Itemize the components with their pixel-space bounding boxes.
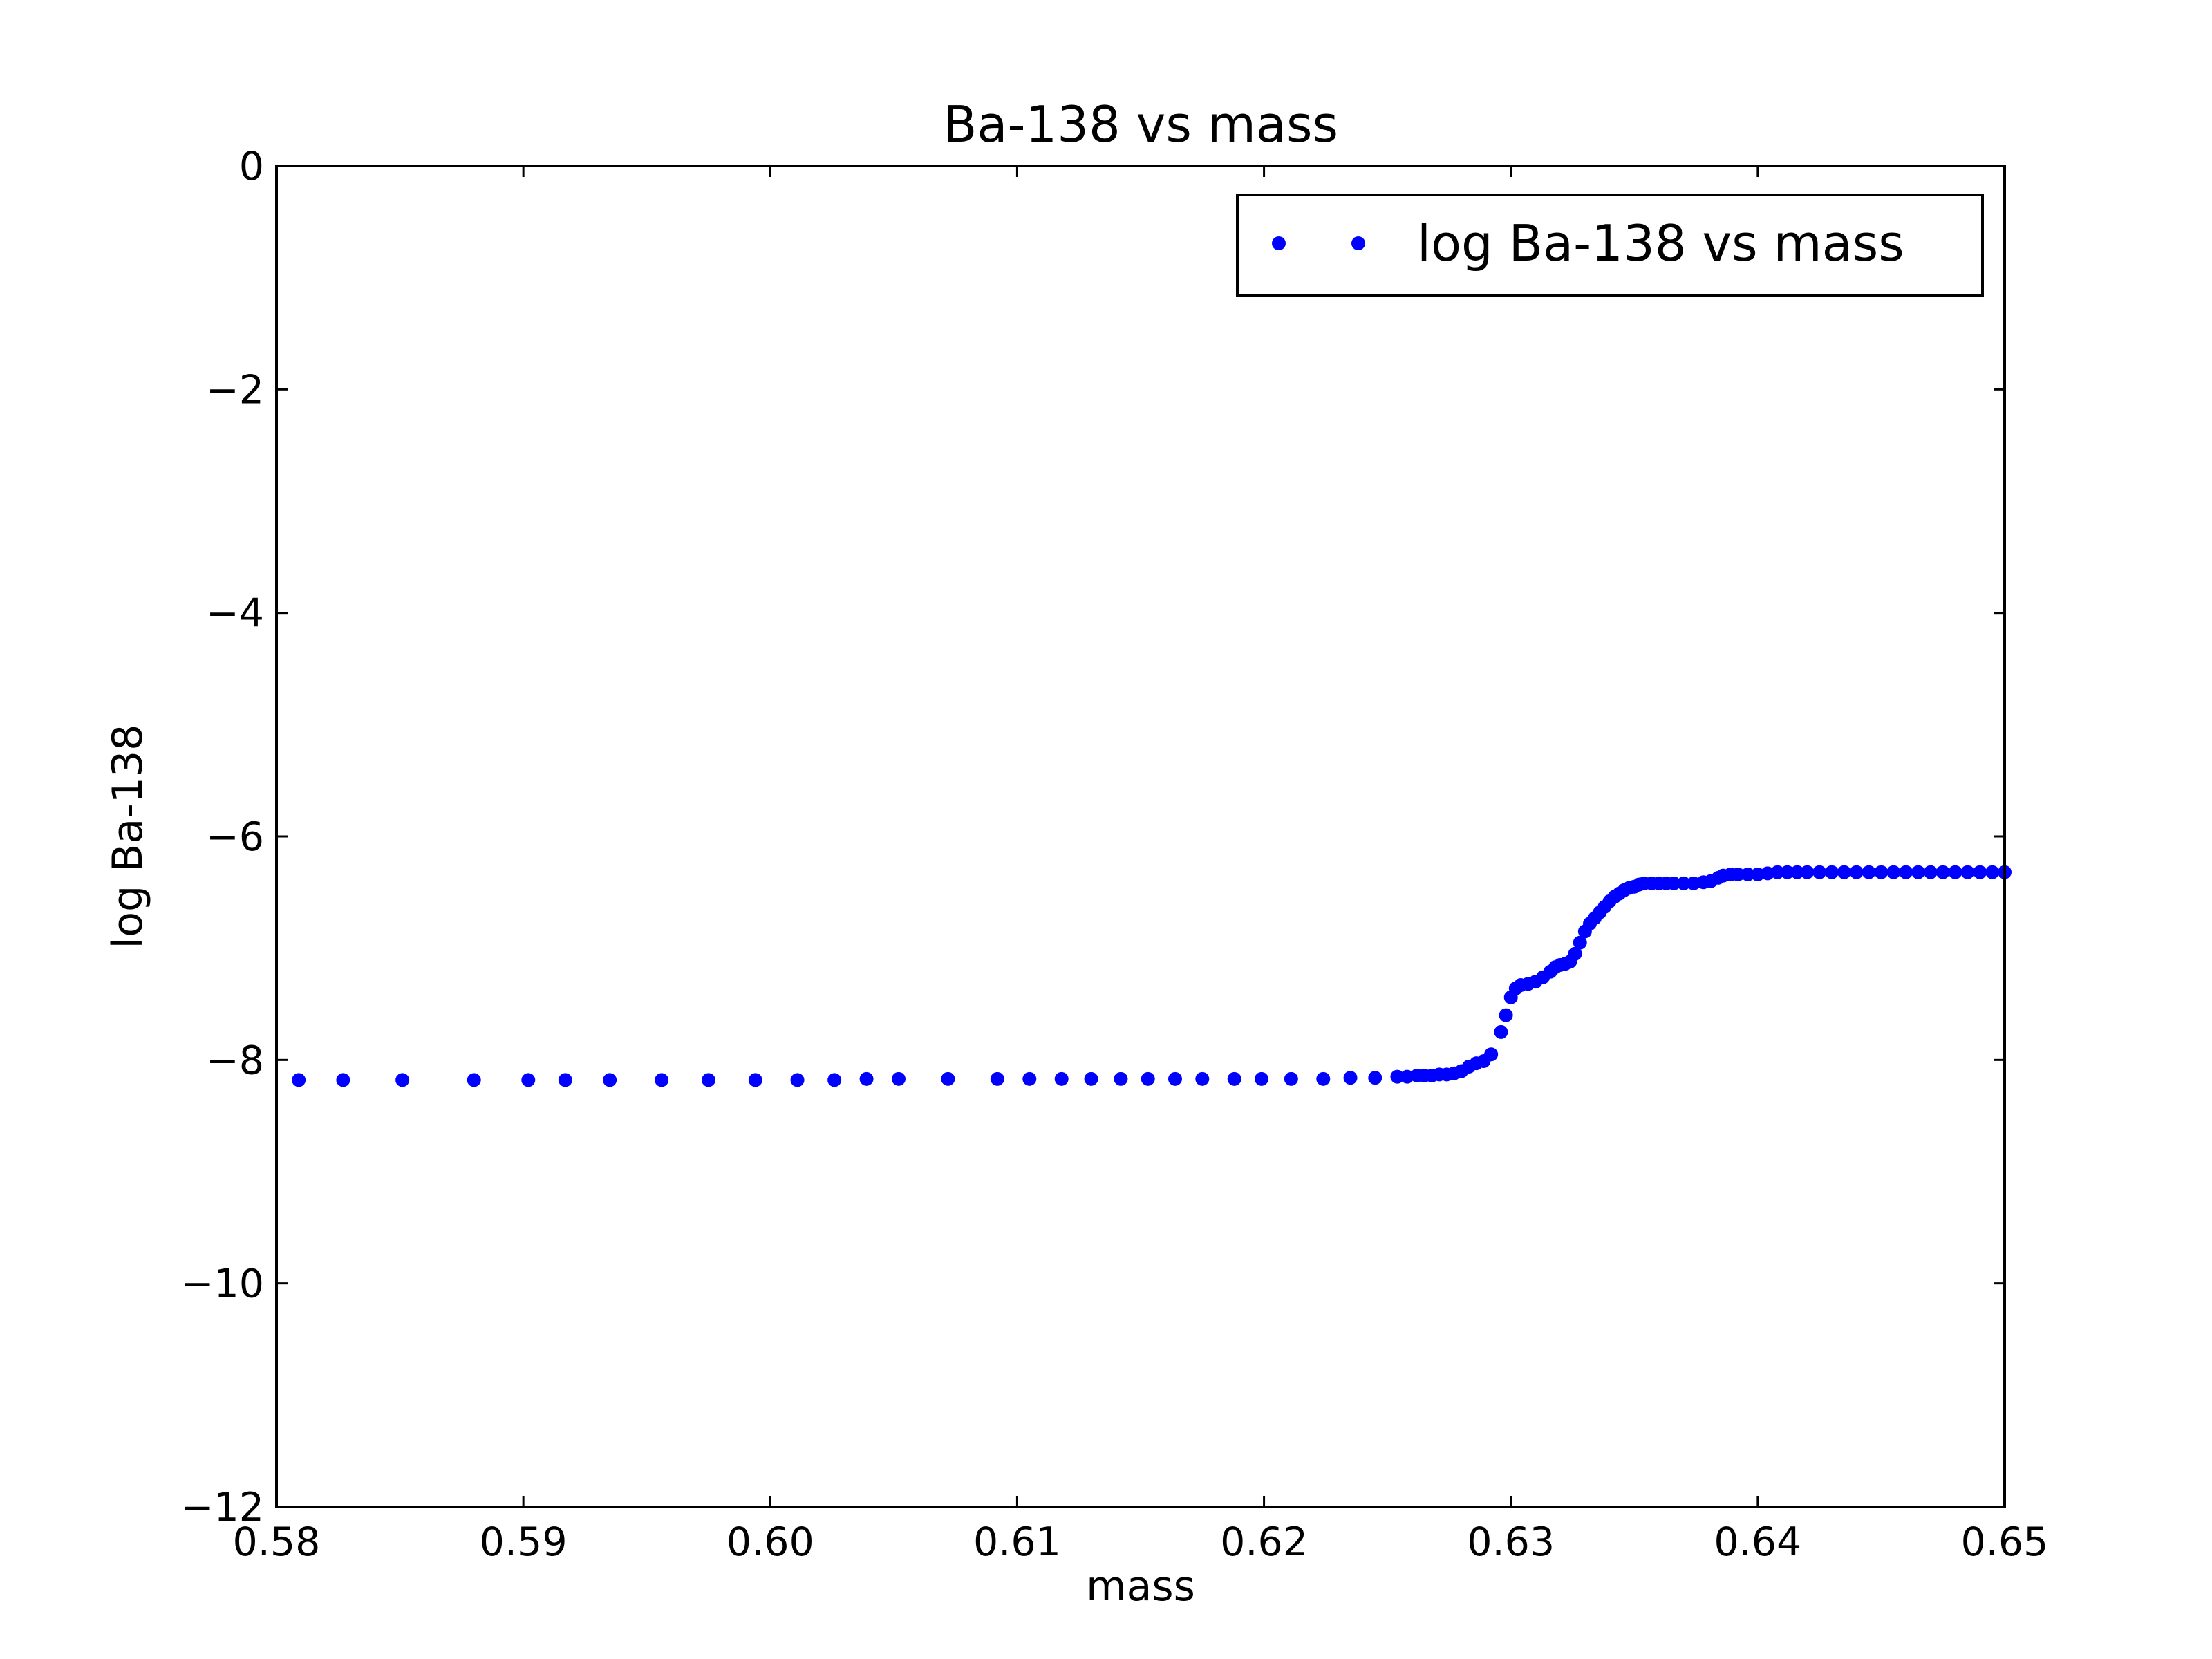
data-point <box>1390 1069 1405 1084</box>
data-point <box>1837 865 1851 879</box>
data-point <box>990 1071 1004 1086</box>
data-point <box>1114 1071 1128 1086</box>
data-point <box>292 1073 306 1087</box>
data-point <box>1343 1071 1358 1085</box>
data-point <box>1054 1071 1069 1086</box>
legend: log Ba-138 vs mass <box>1236 194 1984 297</box>
x-tick-label: 0.62 <box>1220 1519 1308 1565</box>
data-point <box>1168 1071 1182 1086</box>
data-point <box>655 1073 669 1087</box>
data-point <box>521 1073 536 1087</box>
data-point <box>859 1071 874 1086</box>
data-point <box>1770 865 1785 879</box>
y-axis-label: log Ba-138 <box>104 724 152 949</box>
data-points <box>292 865 2012 1087</box>
data-point <box>1973 865 1987 879</box>
data-point <box>1790 865 1804 879</box>
data-point <box>603 1073 617 1087</box>
data-point <box>702 1073 715 1087</box>
legend-label: log Ba-138 vs mass <box>1417 214 1904 272</box>
data-point <box>1084 1071 1098 1086</box>
y-tick-label: −2 <box>206 367 264 413</box>
plot-area <box>276 166 2005 1507</box>
data-point <box>1741 867 1755 881</box>
y-tick-label: −12 <box>181 1485 264 1530</box>
x-tick-label: 0.59 <box>480 1519 568 1565</box>
legend-marker <box>1272 236 1286 250</box>
data-point <box>1499 1008 1513 1022</box>
data-point <box>1780 865 1794 879</box>
data-point <box>1316 1071 1331 1086</box>
data-point <box>1862 865 1876 879</box>
data-point <box>1676 876 1691 890</box>
data-point <box>1886 865 1901 879</box>
y-tick-label: −4 <box>206 591 264 637</box>
data-point <box>1022 1071 1037 1086</box>
data-point <box>827 1073 842 1087</box>
x-tick-label: 0.61 <box>973 1519 1061 1565</box>
data-point <box>558 1073 572 1087</box>
data-point <box>1255 1071 1268 1086</box>
data-point <box>1960 865 1975 879</box>
data-point <box>892 1071 906 1086</box>
data-point <box>1568 946 1582 961</box>
x-tick-labels: 0.58 0.59 0.60 0.61 0.62 0.63 0.64 0.65 <box>233 1519 2049 1565</box>
data-point <box>1494 1024 1508 1039</box>
y-tick-label: −6 <box>206 814 264 860</box>
data-point <box>1948 865 1962 879</box>
data-point <box>1899 865 1913 879</box>
data-point <box>1573 935 1587 950</box>
data-point <box>336 1073 350 1087</box>
x-tick-label: 0.58 <box>233 1519 321 1565</box>
data-point <box>1368 1071 1382 1085</box>
x-axis-label: mass <box>1086 1562 1195 1611</box>
data-point <box>1195 1071 1210 1086</box>
data-point <box>1227 1071 1241 1086</box>
data-point <box>395 1073 410 1087</box>
data-point <box>1800 865 1815 879</box>
data-point <box>1874 865 1888 879</box>
chart-title: Ba-138 vs mass <box>943 95 1338 153</box>
data-point <box>1141 1071 1155 1086</box>
x-tick-label: 0.65 <box>1961 1519 2049 1565</box>
plot-frame <box>275 165 2006 1508</box>
x-tick-label: 0.63 <box>1467 1519 1555 1565</box>
data-point <box>1484 1047 1499 1062</box>
data-point <box>1849 865 1864 879</box>
data-point <box>1911 865 1925 879</box>
y-tick-label: −8 <box>206 1038 264 1083</box>
data-point <box>941 1071 955 1086</box>
y-tick-label: 0 <box>239 144 264 189</box>
data-point <box>1936 865 1950 879</box>
data-point <box>1985 865 2000 879</box>
data-point <box>748 1073 762 1087</box>
data-point <box>1284 1071 1298 1086</box>
x-tick-label: 0.60 <box>727 1519 814 1565</box>
data-point <box>1825 865 1839 879</box>
y-tick-label: −10 <box>181 1262 264 1307</box>
data-point <box>790 1073 805 1087</box>
legend-marker <box>1351 236 1365 250</box>
data-point <box>1667 876 1681 890</box>
data-point <box>467 1073 481 1087</box>
data-point <box>1731 867 1745 881</box>
y-tick-labels: 0 −2 −4 −6 −8 −10 −12 <box>181 144 264 1530</box>
data-point <box>1812 865 1827 879</box>
x-tick-label: 0.64 <box>1714 1519 1801 1565</box>
data-point <box>1923 865 1938 879</box>
